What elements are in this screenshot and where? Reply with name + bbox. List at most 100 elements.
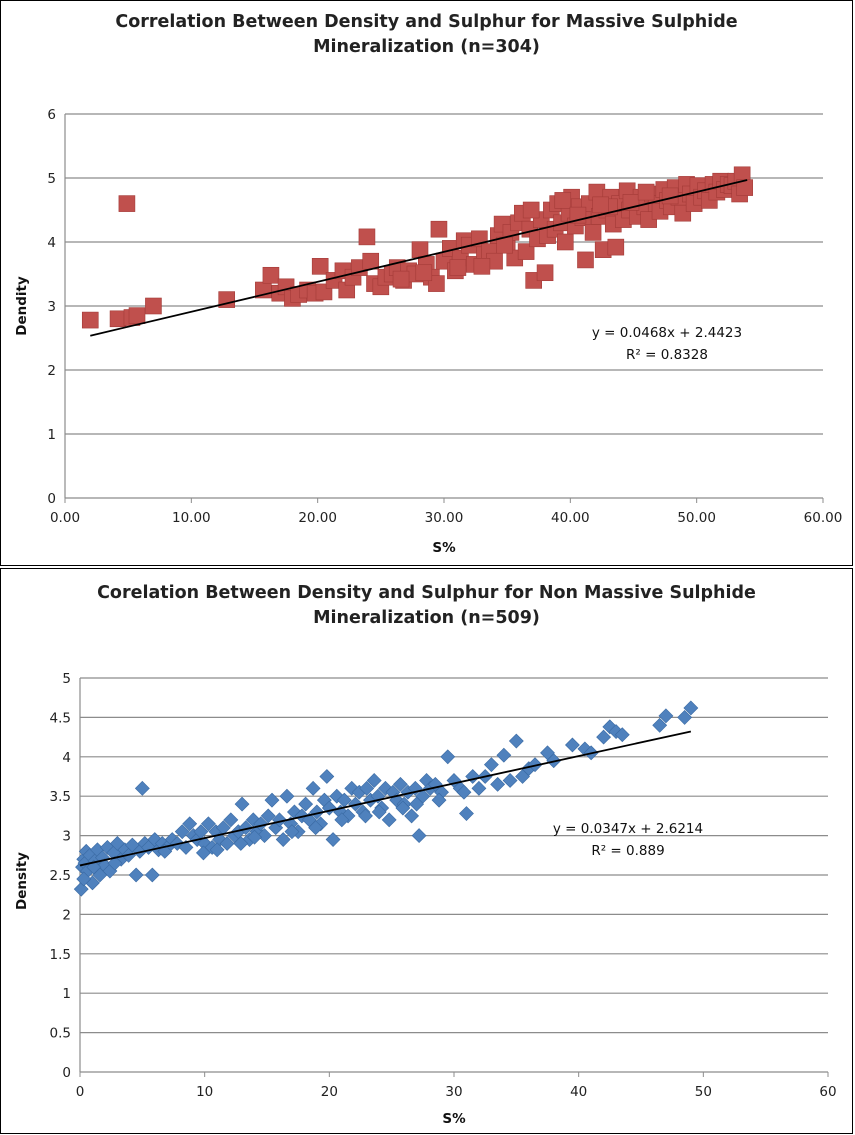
y-tick-label: 4 xyxy=(62,750,71,766)
data-point xyxy=(238,820,254,836)
data-point xyxy=(658,708,674,724)
data-point xyxy=(456,784,472,800)
y-tick-label: 2 xyxy=(62,907,71,923)
data-point xyxy=(517,243,535,260)
x-tick-label: 20 xyxy=(321,1084,338,1100)
data-point xyxy=(234,796,250,812)
y-tick-label: 0 xyxy=(62,1065,71,1081)
data-point xyxy=(465,769,481,784)
y-tick-label: 6 xyxy=(47,107,56,123)
data-point xyxy=(677,709,693,725)
data-point xyxy=(223,812,239,828)
data-point xyxy=(279,788,295,804)
trendline-equation: y = 0.0347x + 2.6214 xyxy=(553,821,703,837)
data-point xyxy=(348,796,363,812)
chart-title-line1: Correlation Between Density and Sulphur … xyxy=(115,12,738,32)
data-point xyxy=(556,233,574,251)
data-point xyxy=(614,727,630,743)
data-point xyxy=(264,792,280,808)
trendline-equation: y = 0.0468x + 2.4423 xyxy=(592,325,742,341)
data-point xyxy=(736,179,753,196)
data-point xyxy=(490,776,506,792)
data-point xyxy=(325,832,341,847)
r-squared-label: R² = 0.889 xyxy=(591,843,664,859)
x-axis-title: S% xyxy=(442,1111,466,1127)
data-point xyxy=(247,829,262,845)
data-point xyxy=(536,264,554,282)
x-tick-label: 40.00 xyxy=(551,510,590,526)
data-point xyxy=(145,297,162,315)
x-tick-label: 20.00 xyxy=(298,510,337,526)
data-point xyxy=(508,733,524,749)
data-point xyxy=(440,749,456,765)
data-point xyxy=(73,881,89,897)
x-tick-label: 60.00 xyxy=(804,510,843,526)
x-tick-label: 40 xyxy=(570,1084,587,1100)
data-point xyxy=(174,824,190,840)
data-point xyxy=(275,832,291,847)
data-point xyxy=(358,808,373,824)
data-point xyxy=(308,820,324,836)
data-point xyxy=(128,867,144,883)
data-point xyxy=(637,183,655,201)
chart-title: Correlation Between Density and Sulphur … xyxy=(1,10,852,60)
data-point xyxy=(305,780,321,796)
x-tick-label: 0 xyxy=(76,1084,85,1100)
x-axis-title: S% xyxy=(432,540,456,556)
data-point xyxy=(431,792,447,808)
y-tick-label: 2.5 xyxy=(50,868,71,884)
data-point xyxy=(321,800,337,816)
data-point xyxy=(577,251,594,269)
chart-panel-non-massive: Corelation Between Density and Sulphur f… xyxy=(0,568,853,1134)
data-point xyxy=(471,780,487,796)
data-point xyxy=(334,812,350,828)
data-point xyxy=(565,737,580,753)
chart-title-line2: Mineralization (n=304) xyxy=(313,37,540,57)
data-point xyxy=(359,780,375,796)
data-point xyxy=(262,266,280,284)
data-point xyxy=(144,867,160,883)
data-point xyxy=(473,258,491,275)
data-point xyxy=(522,201,540,219)
data-point xyxy=(260,808,276,824)
data-point xyxy=(459,806,474,821)
y-tick-label: 1.5 xyxy=(50,947,71,963)
x-tick-label: 30 xyxy=(445,1084,462,1100)
y-tick-label: 1 xyxy=(62,986,71,1002)
x-tick-label: 10 xyxy=(196,1084,213,1100)
data-point xyxy=(340,808,356,824)
data-point xyxy=(209,842,225,858)
y-tick-label: 3 xyxy=(62,829,71,845)
data-point xyxy=(107,855,123,871)
data-point xyxy=(381,812,397,828)
data-point xyxy=(311,258,329,275)
chart-title-line1: Corelation Between Density and Sulphur f… xyxy=(97,583,756,603)
data-point xyxy=(233,836,249,851)
y-tick-label: 5 xyxy=(47,171,56,187)
x-tick-label: 0.00 xyxy=(50,510,80,526)
data-point xyxy=(81,311,99,329)
x-tick-label: 50 xyxy=(695,1084,712,1100)
y-tick-label: 0 xyxy=(47,491,56,507)
data-point xyxy=(118,195,136,212)
data-point xyxy=(182,816,198,832)
data-point xyxy=(428,275,445,292)
chart-panel-massive: Correlation Between Density and Sulphur … xyxy=(0,0,853,566)
data-point xyxy=(392,270,410,288)
y-tick-label: 2 xyxy=(47,363,56,379)
data-point xyxy=(257,828,272,844)
y-tick-label: 1 xyxy=(47,427,56,443)
data-point xyxy=(496,747,512,763)
y-tick-label: 4.5 xyxy=(50,710,71,726)
data-point xyxy=(652,717,668,733)
data-point xyxy=(195,845,211,861)
x-tick-label: 10.00 xyxy=(172,510,211,526)
y-tick-label: 0.5 xyxy=(50,1026,71,1042)
data-point xyxy=(86,859,102,875)
data-point xyxy=(411,828,427,844)
data-point xyxy=(200,816,216,832)
x-tick-label: 30.00 xyxy=(425,510,464,526)
scatter-plot-non-massive: 00.511.522.533.544.550 10 20 30 40 50 60S%Dens… xyxy=(14,671,837,1127)
data-point xyxy=(502,773,518,788)
